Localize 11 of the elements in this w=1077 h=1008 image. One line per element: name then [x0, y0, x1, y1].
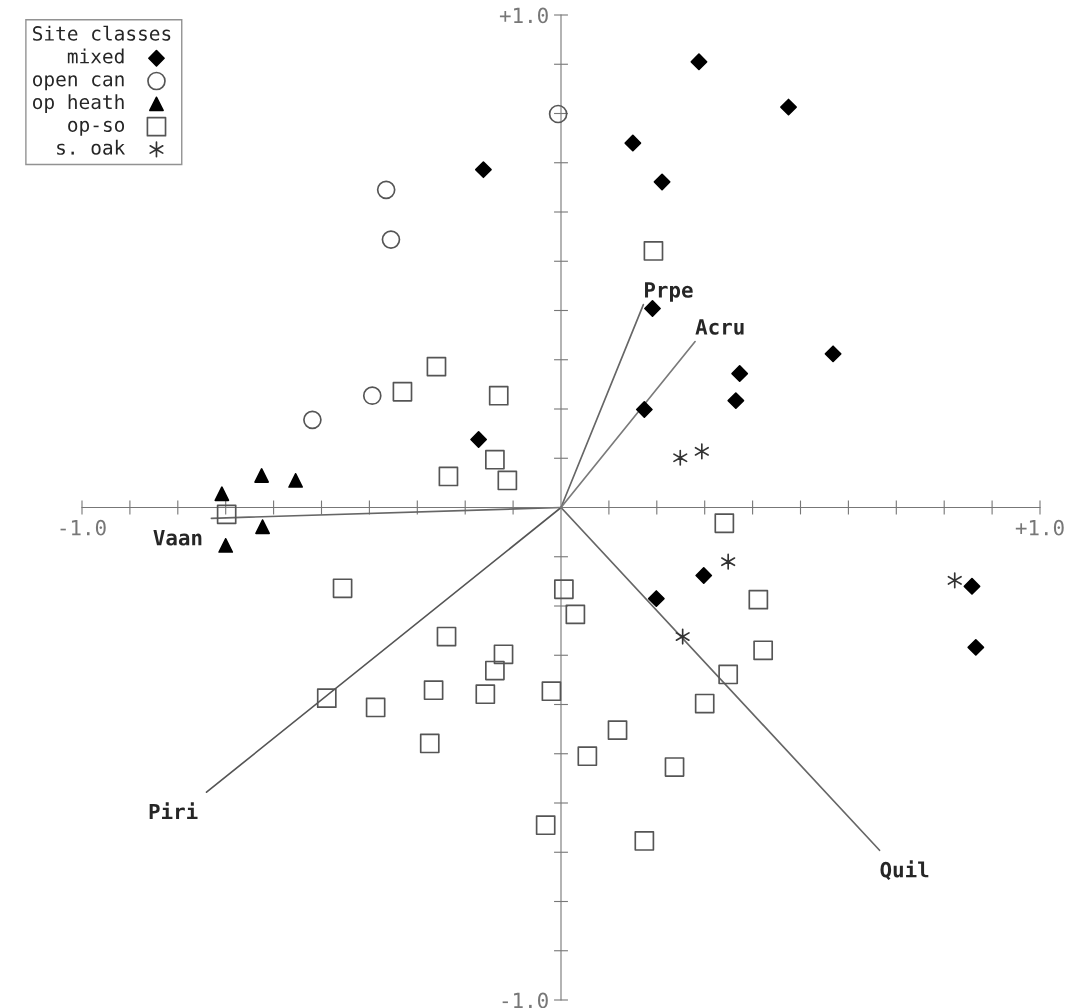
legend-label: open can — [33, 75, 124, 91]
series-label: Quil — [880, 860, 929, 881]
legend-title: Site classes — [33, 25, 171, 41]
legend-label: s. oak — [57, 139, 126, 155]
legend-label: op heath — [33, 94, 124, 113]
series-label: Acru — [695, 319, 744, 335]
legend-label: op-so — [68, 120, 125, 136]
series-label: Prpe — [645, 282, 693, 302]
legend-label: mixed — [67, 48, 124, 64]
series-label: Piri — [149, 802, 198, 820]
series-label: Vaan — [153, 530, 202, 546]
